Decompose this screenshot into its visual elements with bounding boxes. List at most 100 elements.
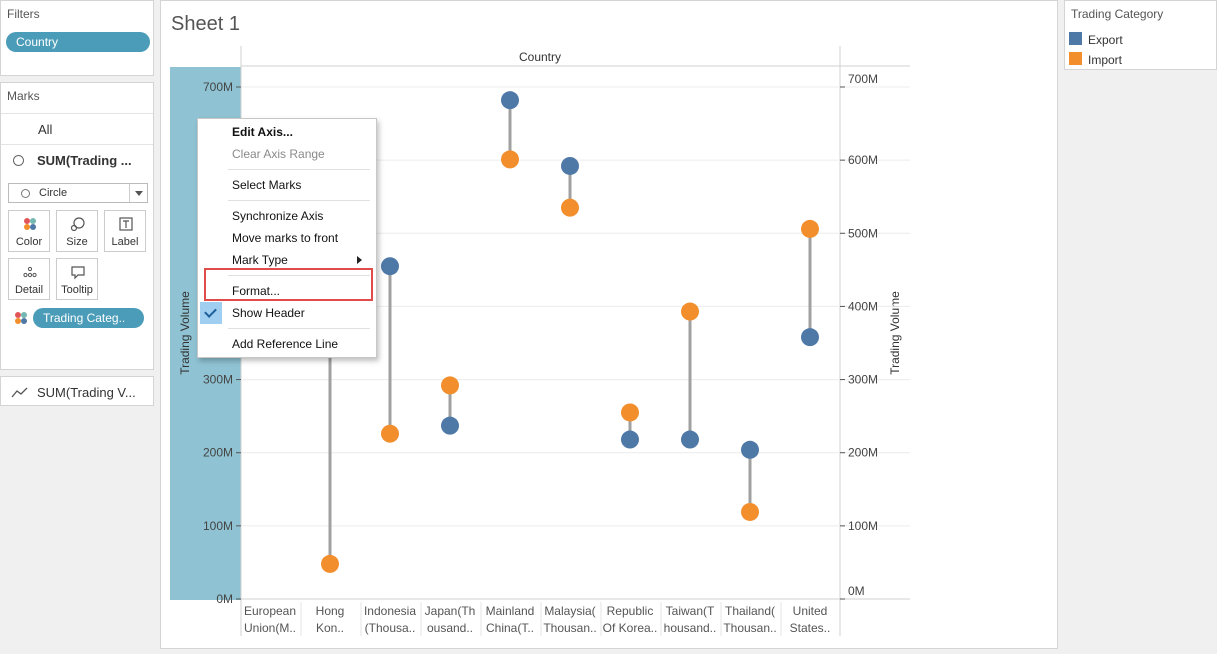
right-tick-label: 300M [848,373,878,387]
left-tick-label: 0M [216,592,233,606]
menu-separator [228,200,370,201]
category-label[interactable]: Thailand( [725,604,775,618]
left-tick-label: 700M [203,80,233,94]
marks-sum-tab[interactable]: SUM(Trading ... [1,144,153,174]
circle-icon [21,189,30,198]
menu-clear-axis-range-label: Clear Axis Range [232,147,325,161]
data-point-export[interactable] [561,156,579,175]
category-label[interactable]: Hong [316,604,345,618]
tooltip-button-label: Tooltip [61,284,93,296]
data-point-import[interactable] [321,554,339,573]
category-label[interactable]: States.. [790,621,831,635]
data-point-export[interactable] [801,328,819,347]
chevron-down-icon[interactable] [129,184,147,202]
label-icon [119,217,133,231]
size-button-label: Size [66,236,88,248]
detail-button-label: Detail [14,284,44,296]
category-label[interactable]: Union(M.. [244,621,296,635]
menu-format-label: Format... [232,284,281,298]
legend-swatch-export [1069,32,1082,45]
menu-synchronize-axis[interactable]: Synchronize Axis [198,205,376,227]
right-tick-label: 400M [848,299,878,313]
category-label[interactable]: Mainland [486,604,535,618]
trading-category-pill[interactable]: Trading Categ.. [33,308,144,328]
color-dots-icon [15,312,27,324]
legend-label-export: Export [1088,33,1123,47]
right-axis-title: Trading Volume [888,291,902,375]
circle-icon [13,155,24,166]
data-point-import[interactable] [381,424,399,443]
menu-mark-type[interactable]: Mark Type [198,249,376,271]
country-column-header[interactable]: Country [519,50,561,64]
checkmark-icon [200,302,222,324]
data-point-import[interactable] [621,403,639,422]
tooltip-icon [71,266,85,280]
category-label[interactable]: United [793,604,828,618]
menu-separator [228,169,370,170]
category-label[interactable]: Malaysia( [544,604,595,618]
data-point-export[interactable] [501,91,519,110]
data-point-import[interactable] [741,502,759,521]
category-label[interactable]: China(T.. [486,621,534,635]
legend-swatch-import [1069,52,1082,65]
menu-mark-type-label: Mark Type [232,253,288,267]
data-point-import[interactable] [501,150,519,169]
category-label[interactable]: Thousan.. [543,621,596,635]
menu-separator [228,275,370,276]
sum-trading-volume-label: SUM(Trading V... [37,385,136,400]
legend-item-import[interactable]: Import [1069,49,1214,69]
menu-edit-axis[interactable]: Edit Axis... [198,121,376,143]
category-label[interactable]: Indonesia [364,604,416,618]
category-label[interactable]: Thousan.. [723,621,776,635]
tooltip-button[interactable]: Tooltip [56,258,98,300]
data-point-export[interactable] [441,416,459,435]
color-button-label: Color [15,236,43,248]
category-label[interactable]: Kon.. [316,621,344,635]
data-point-import[interactable] [681,302,699,321]
legend-label-import: Import [1088,53,1123,67]
marks-title: Marks [7,89,40,103]
menu-edit-axis-label: Edit Axis... [232,125,293,139]
category-label[interactable]: ousand.. [427,621,473,635]
category-label[interactable]: (Thousa.. [365,621,416,635]
size-icon [70,217,85,232]
sum-trading-volume-row[interactable]: SUM(Trading V... [0,376,154,406]
data-point-import[interactable] [441,376,459,395]
country-filter-pill[interactable]: Country [6,32,150,52]
marks-sum-label: SUM(Trading ... [37,153,132,168]
data-point-export[interactable] [381,257,399,276]
detail-button[interactable]: Detail [8,258,50,300]
category-label[interactable]: Japan(Th [425,604,476,618]
color-icon [24,218,36,230]
marks-all-tab[interactable]: All [1,113,153,143]
data-point-export[interactable] [681,430,699,449]
right-tick-label: 100M [848,519,878,533]
left-tick-label: 300M [203,373,233,387]
label-button[interactable]: Label [104,210,146,252]
menu-show-header[interactable]: Show Header [198,302,376,324]
menu-clear-axis-range[interactable]: Clear Axis Range [198,143,376,165]
left-tick-label: 200M [203,446,233,460]
right-tick-label: 700M [848,72,878,86]
data-point-export[interactable] [621,430,639,449]
category-label[interactable]: Of Korea.. [603,621,658,635]
category-label[interactable]: Republic [607,604,654,618]
trading-category-legend: Trading Category Export Import [1064,0,1217,70]
right-tick-label: 200M [848,446,878,460]
data-point-export[interactable] [741,440,759,459]
size-button[interactable]: Size [56,210,98,252]
data-point-import[interactable] [561,198,579,217]
mark-type-dropdown[interactable]: Circle [8,183,148,203]
menu-select-marks[interactable]: Select Marks [198,174,376,196]
legend-item-export[interactable]: Export [1069,29,1214,49]
category-label[interactable]: housand.. [664,621,717,635]
data-point-import[interactable] [801,219,819,238]
menu-add-reference-line[interactable]: Add Reference Line [198,333,376,355]
color-button[interactable]: Color [8,210,50,252]
menu-format[interactable]: Format... [198,280,376,302]
category-label[interactable]: Taiwan(T [666,604,715,618]
menu-move-marks-to-front[interactable]: Move marks to front [198,227,376,249]
filters-panel: Filters Country [0,0,154,76]
category-label[interactable]: European [244,604,296,618]
